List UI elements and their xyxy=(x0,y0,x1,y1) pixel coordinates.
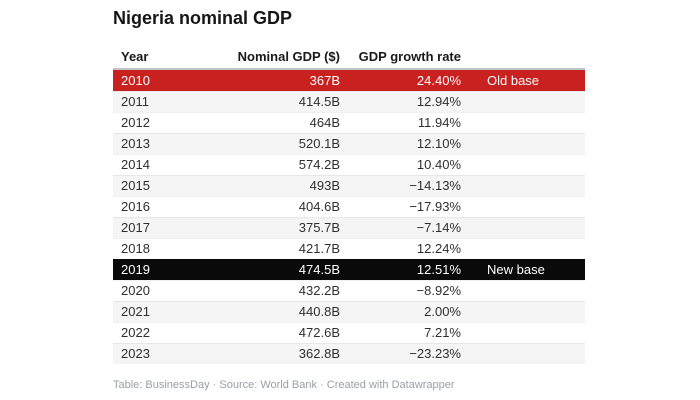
table-row: 2013 520.1B 12.10% xyxy=(113,133,585,154)
year-cell: 2015 xyxy=(121,178,150,193)
year-cell: 2019 xyxy=(121,262,150,277)
table-row: 2018 421.7B 12.24% xyxy=(113,238,585,259)
gdp-cell: 375.7B xyxy=(298,220,340,235)
growth-cell: 12.10% xyxy=(416,136,461,151)
growth-cell: −23.23% xyxy=(409,346,461,361)
gdp-cell: 367B xyxy=(309,73,340,88)
table-header-row: Year Nominal GDP ($) GDP growth rate xyxy=(113,44,585,70)
year-cell: 2022 xyxy=(121,325,150,340)
gdp-cell: 414.5B xyxy=(298,94,340,109)
gdp-cell: 432.2B xyxy=(298,283,340,298)
gdp-cell: 464B xyxy=(309,115,340,130)
year-cell: 2016 xyxy=(121,199,150,214)
growth-cell: 7.21% xyxy=(424,325,461,340)
growth-cell: 12.24% xyxy=(416,241,461,256)
gdp-cell: 421.7B xyxy=(298,241,340,256)
table-row: 2014 574.2B 10.40% xyxy=(113,154,585,175)
table-row: 2010 367B 24.40% Old base xyxy=(113,70,585,91)
year-cell: 2023 xyxy=(121,346,150,361)
year-cell: 2010 xyxy=(121,73,150,88)
attribution-footer: Table: BusinessDay · Source: World Bank … xyxy=(113,379,455,391)
year-cell: 2011 xyxy=(121,94,149,109)
table-row: 2022 472.6B 7.21% xyxy=(113,322,585,343)
growth-cell: −7.14% xyxy=(416,220,461,235)
table-row: 2019 474.5B 12.51% New base xyxy=(113,259,585,280)
growth-cell: 12.94% xyxy=(416,94,461,109)
table-row: 2012 464B 11.94% xyxy=(113,112,585,133)
gdp-cell: 574.2B xyxy=(298,157,340,172)
year-cell: 2013 xyxy=(121,136,150,151)
table-row: 2011 414.5B 12.94% xyxy=(113,91,585,112)
gdp-cell: 362.8B xyxy=(298,346,340,361)
table-row: 2020 432.2B −8.92% xyxy=(113,280,585,301)
gdp-cell: 440.8B xyxy=(298,304,340,319)
gdp-cell: 493B xyxy=(309,178,340,193)
gdp-cell: 472.6B xyxy=(298,325,340,340)
gdp-table: Year Nominal GDP ($) GDP growth rate 201… xyxy=(113,44,585,364)
year-cell: 2018 xyxy=(121,241,150,256)
year-cell: 2017 xyxy=(121,220,150,235)
growth-cell: 2.00% xyxy=(424,304,461,319)
gdp-cell: 404.6B xyxy=(298,199,340,214)
table-row: 2017 375.7B −7.14% xyxy=(113,217,585,238)
growth-cell: 10.40% xyxy=(416,157,461,172)
column-header-growth-rate: GDP growth rate xyxy=(358,48,461,64)
year-cell: 2014 xyxy=(121,157,150,172)
year-cell: 2020 xyxy=(121,283,150,298)
table-row: 2021 440.8B 2.00% xyxy=(113,301,585,322)
gdp-cell: 474.5B xyxy=(298,262,340,277)
growth-cell: 24.40% xyxy=(416,73,461,88)
growth-cell: 11.94% xyxy=(417,115,461,130)
page-title: Nigeria nominal GDP xyxy=(113,8,293,28)
table-row: 2023 362.8B −23.23% xyxy=(113,343,585,364)
column-header-year: Year xyxy=(121,48,149,64)
table-row: 2016 404.6B −17.93% xyxy=(113,196,585,217)
column-header-nominal-gdp: Nominal GDP ($) xyxy=(237,48,340,64)
gdp-cell: 520.1B xyxy=(298,136,340,151)
growth-cell: −14.13% xyxy=(409,178,461,193)
table-body: 2010 367B 24.40% Old base 2011 414.5B 12… xyxy=(113,70,585,364)
growth-cell: 12.51% xyxy=(416,262,461,277)
note-cell: Old base xyxy=(487,73,540,88)
year-cell: 2012 xyxy=(121,115,150,130)
growth-cell: −17.93% xyxy=(409,199,461,214)
note-cell: New base xyxy=(487,262,545,277)
year-cell: 2021 xyxy=(121,304,150,319)
table-row: 2015 493B −14.13% xyxy=(113,175,585,196)
growth-cell: −8.92% xyxy=(416,283,461,298)
